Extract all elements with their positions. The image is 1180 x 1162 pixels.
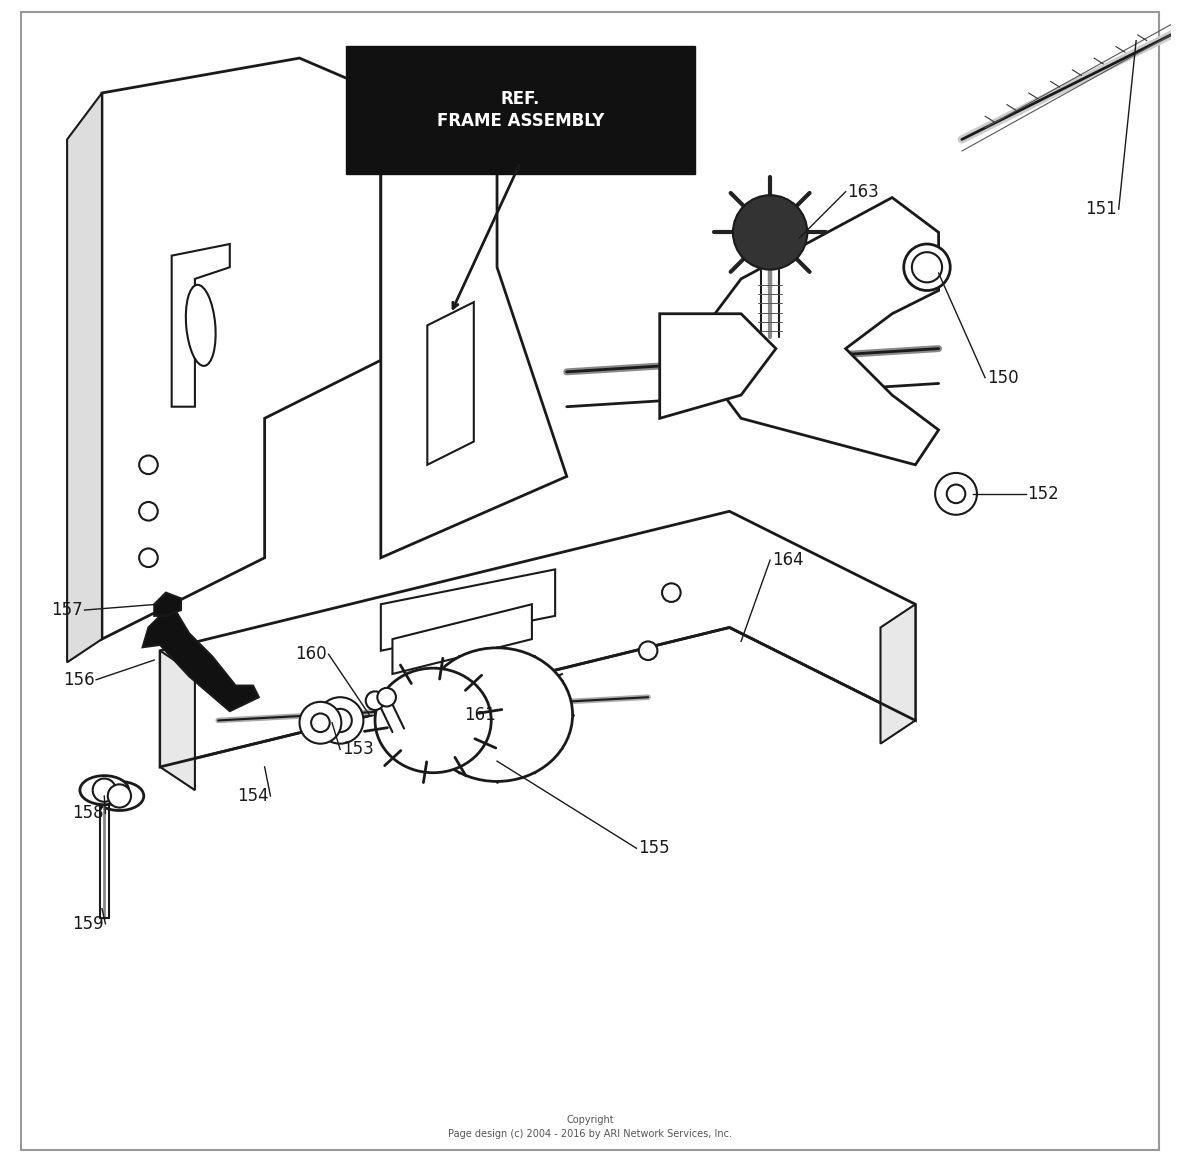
Circle shape [317, 697, 363, 744]
Circle shape [300, 702, 341, 744]
Polygon shape [155, 593, 181, 616]
Circle shape [662, 583, 681, 602]
Polygon shape [381, 569, 555, 651]
Circle shape [139, 502, 158, 521]
Text: ARI PartStream™: ARI PartStream™ [493, 594, 687, 615]
Polygon shape [427, 302, 474, 465]
Polygon shape [171, 244, 230, 407]
Circle shape [912, 252, 942, 282]
Text: 157: 157 [51, 601, 83, 619]
Circle shape [139, 548, 158, 567]
Circle shape [638, 641, 657, 660]
Text: 151: 151 [1086, 200, 1117, 218]
Circle shape [759, 221, 781, 244]
Polygon shape [160, 511, 916, 767]
Circle shape [93, 779, 116, 802]
Polygon shape [143, 604, 258, 711]
Ellipse shape [375, 668, 491, 773]
Circle shape [935, 473, 977, 515]
Polygon shape [706, 198, 938, 465]
Text: 153: 153 [342, 740, 374, 759]
Polygon shape [393, 604, 532, 674]
Text: 156: 156 [63, 670, 94, 689]
Circle shape [904, 244, 950, 290]
Text: 158: 158 [72, 804, 104, 823]
Circle shape [366, 691, 385, 710]
Ellipse shape [94, 782, 144, 811]
Text: 150: 150 [986, 368, 1018, 387]
Circle shape [107, 784, 131, 808]
Text: 152: 152 [1028, 485, 1060, 503]
Ellipse shape [421, 648, 572, 782]
Polygon shape [160, 651, 195, 790]
Polygon shape [381, 93, 566, 558]
Text: 164: 164 [772, 551, 804, 569]
Circle shape [1174, 21, 1180, 37]
Ellipse shape [185, 285, 216, 366]
Text: 160: 160 [295, 645, 327, 664]
Polygon shape [101, 58, 381, 639]
Text: 163: 163 [847, 182, 879, 201]
Polygon shape [880, 604, 916, 744]
Polygon shape [67, 93, 101, 662]
Text: 161: 161 [464, 705, 496, 724]
Circle shape [139, 456, 158, 474]
Text: Copyright
Page design (c) 2004 - 2016 by ARI Network Services, Inc.: Copyright Page design (c) 2004 - 2016 by… [448, 1116, 732, 1139]
Circle shape [328, 709, 352, 732]
FancyBboxPatch shape [346, 46, 695, 174]
Text: 159: 159 [72, 914, 104, 933]
Text: 155: 155 [638, 839, 670, 858]
Text: 154: 154 [237, 787, 269, 805]
Text: REF.
FRAME ASSEMBLY: REF. FRAME ASSEMBLY [437, 91, 604, 130]
Circle shape [312, 713, 329, 732]
Circle shape [733, 195, 807, 270]
Polygon shape [660, 314, 776, 418]
Ellipse shape [80, 776, 129, 805]
Circle shape [378, 688, 396, 706]
Circle shape [946, 485, 965, 503]
